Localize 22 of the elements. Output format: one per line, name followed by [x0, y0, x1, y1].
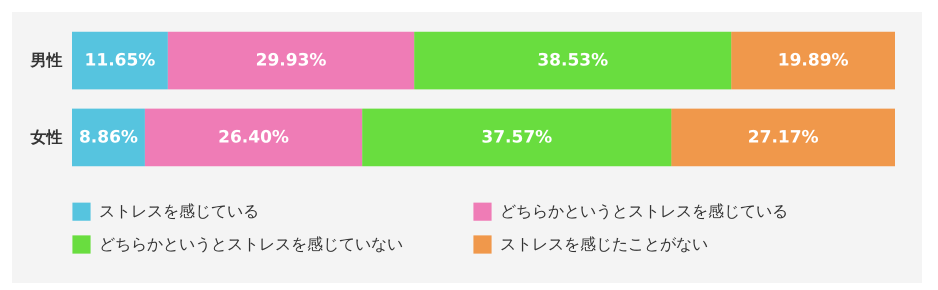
legend-label: どちらかというとストレスを感じていない [99, 234, 403, 254]
bar [414, 32, 732, 90]
data-label: 11.65% [84, 50, 156, 71]
data-label: 26.40% [218, 127, 289, 148]
bar [362, 108, 672, 166]
data-label: 8.86% [78, 127, 138, 148]
legend-label: ストレスを感じたことがない [500, 234, 708, 254]
data-label: 27.17% [748, 127, 819, 148]
legend-label: ストレスを感じている [99, 202, 259, 221]
y-tick-label: 男性 [30, 50, 62, 70]
legend-label: どちらかというとストレスを感じている [500, 202, 788, 221]
data-label: 29.93% [256, 50, 326, 71]
bar [731, 32, 895, 90]
data-label: 38.53% [537, 50, 608, 71]
bar [168, 32, 414, 90]
data-label: 19.89% [778, 50, 849, 71]
y-tick-label: 女性 [30, 127, 62, 146]
bar [144, 108, 362, 166]
bar [72, 108, 145, 166]
bar [72, 32, 168, 90]
bar [671, 108, 895, 166]
data-label: 37.57% [481, 127, 552, 148]
